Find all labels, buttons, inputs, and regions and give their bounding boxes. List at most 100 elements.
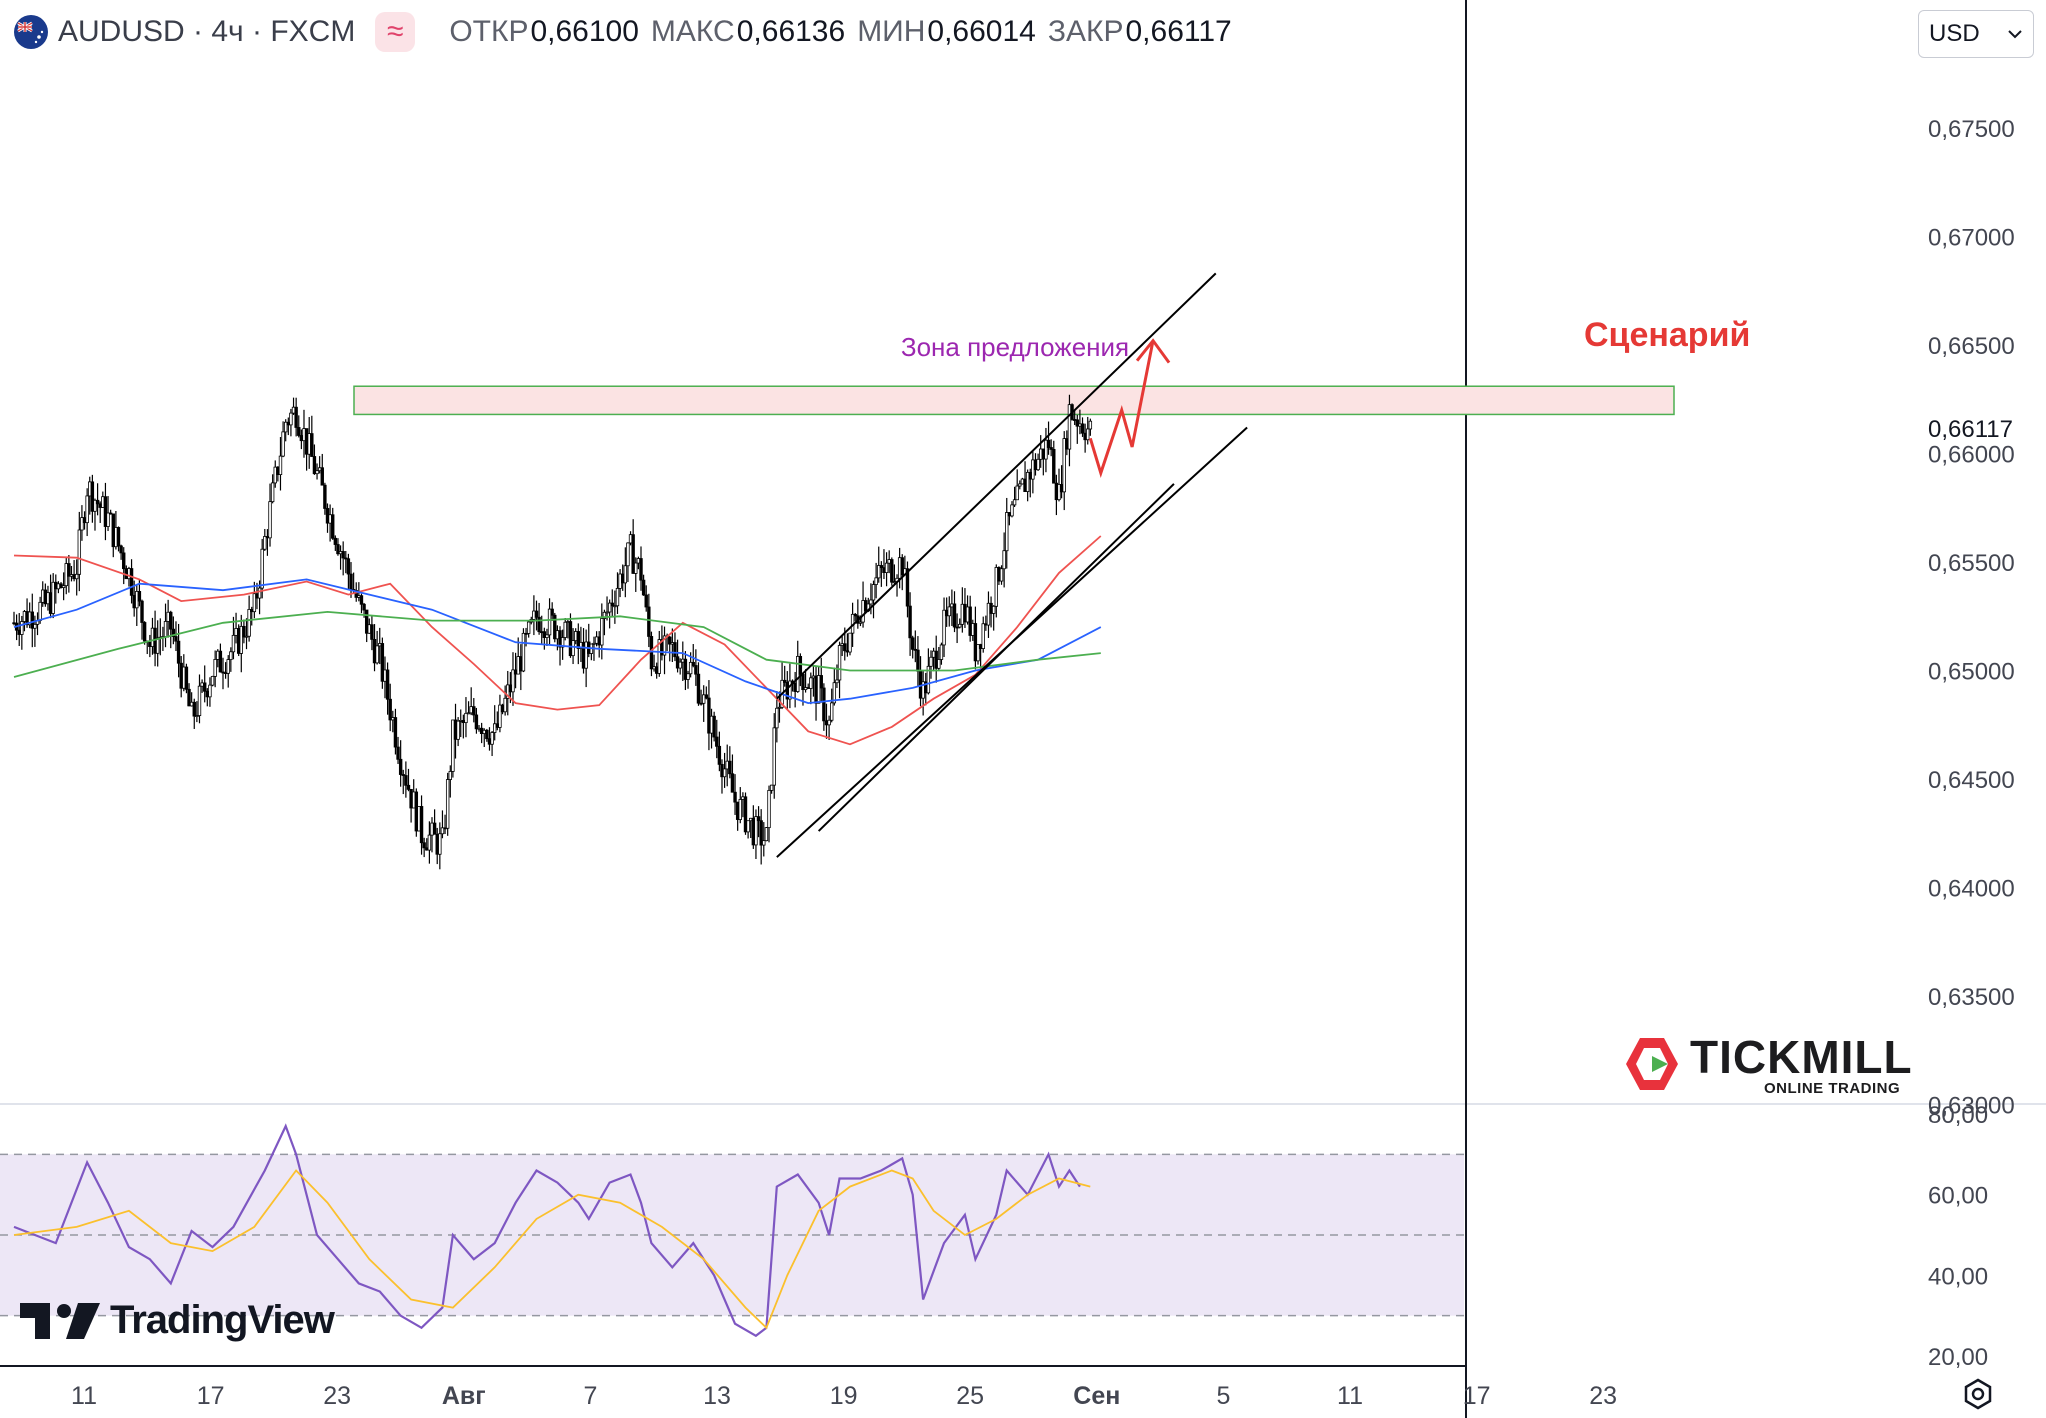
candle-body: [623, 565, 628, 584]
candle-body: [571, 640, 575, 657]
candle-body: [48, 592, 53, 614]
candle-body: [600, 618, 604, 646]
time-tick-label: 7: [583, 1382, 597, 1410]
candle-body: [806, 687, 810, 689]
candle-body: [1010, 504, 1014, 517]
candle-body: [344, 557, 348, 560]
candle-body: [563, 621, 567, 638]
candle-body: [155, 637, 160, 654]
candle-body: [913, 648, 918, 651]
candle-body: [1057, 484, 1061, 501]
candle-body: [469, 706, 473, 714]
candle-body: [610, 602, 614, 607]
candle-body: [553, 614, 557, 640]
candle-body: [336, 544, 340, 555]
candle-body: [657, 639, 661, 674]
channel-upper-line[interactable]: [776, 272, 1217, 700]
open-label: ОТКР: [449, 15, 529, 48]
candle-body: [396, 746, 400, 760]
candle-body: [294, 406, 298, 428]
candle-body: [644, 594, 648, 608]
channel-inner-line[interactable]: [817, 483, 1175, 832]
tickmill-mark-icon: [1626, 1038, 1678, 1090]
candle-body: [440, 827, 445, 835]
candle-body: [1020, 478, 1025, 485]
candle-body: [819, 675, 823, 689]
candle-body: [811, 675, 816, 679]
supply-zone[interactable]: [353, 385, 1675, 416]
candle-body: [971, 623, 975, 636]
indicator-icon[interactable]: ≈: [375, 12, 416, 52]
candle-body: [187, 688, 191, 707]
candle-body: [20, 621, 24, 635]
candle-body: [1067, 404, 1072, 450]
candle-body: [751, 817, 756, 846]
candle-body: [404, 775, 408, 786]
tradingview-logo-icon: [20, 1302, 100, 1339]
candle-body: [997, 567, 1001, 582]
candle-body: [54, 581, 58, 590]
candle-body: [1044, 439, 1048, 460]
candle-body: [960, 603, 965, 625]
candle-body: [722, 768, 727, 778]
candle-body: [477, 727, 481, 730]
candle-body: [882, 567, 886, 573]
currency-select[interactable]: USD: [1918, 10, 2034, 58]
price-tick-label: 0,64500: [1928, 767, 2015, 794]
candle-body: [385, 669, 390, 700]
candle-body: [581, 641, 586, 669]
candle-body: [64, 563, 68, 587]
candle-body: [197, 685, 202, 716]
candle-body: [678, 661, 682, 669]
candle-body: [950, 603, 954, 608]
candle-body: [984, 623, 988, 626]
candle-body: [93, 499, 97, 512]
candle-body: [1002, 550, 1006, 570]
candle-body: [466, 712, 471, 715]
candle-body: [735, 801, 740, 820]
candle-body: [704, 694, 709, 699]
candle-body: [380, 643, 385, 682]
moving-average-line: [13, 535, 1102, 746]
settings-icon[interactable]: [1962, 1378, 1994, 1410]
candle-body: [965, 606, 970, 623]
candle-body: [103, 496, 108, 527]
candle-body: [106, 512, 110, 527]
candle-body: [72, 574, 76, 580]
candle-body: [835, 679, 839, 684]
candle-body: [142, 622, 147, 642]
symbol-title[interactable]: AUDUSD · 4ч · FXCM: [58, 15, 356, 48]
candle-body: [837, 645, 842, 681]
candle-body: [566, 621, 570, 623]
price-tick-label: 0,66000: [1928, 442, 2015, 469]
candle-body: [592, 642, 596, 645]
candle-body: [236, 628, 241, 654]
candle-body: [1005, 512, 1009, 552]
candle-body: [302, 428, 306, 442]
candle-body: [69, 574, 74, 577]
price-tick-label: 0,63500: [1928, 984, 2015, 1011]
candle-body: [934, 650, 938, 669]
candle-body: [61, 585, 66, 588]
candle-body: [547, 608, 552, 636]
candle-body: [412, 791, 416, 809]
candle-body: [218, 650, 223, 673]
tickmill-logo: TICKMILL ONLINE TRADING: [1622, 1030, 1912, 1100]
time-tick-label: 11: [71, 1382, 97, 1410]
candle-body: [297, 427, 301, 436]
candle-body: [782, 679, 787, 683]
candle-body: [673, 642, 677, 658]
candle-body: [550, 608, 554, 616]
chart-header: AUDUSD · 4ч · FXCM ≈ ОТКР 0,66100 МАКС 0,6…: [0, 0, 1232, 64]
candle-body: [299, 435, 304, 442]
candle-body: [223, 672, 228, 674]
candle-body: [291, 406, 296, 414]
candle-body: [498, 704, 502, 728]
last-price-label: 0,66117: [1928, 416, 2013, 443]
candle-body: [602, 611, 607, 619]
candle-body: [453, 719, 458, 740]
candle-body: [328, 514, 332, 524]
candle-body: [764, 827, 769, 842]
scenario-path[interactable]: [1088, 340, 1155, 478]
